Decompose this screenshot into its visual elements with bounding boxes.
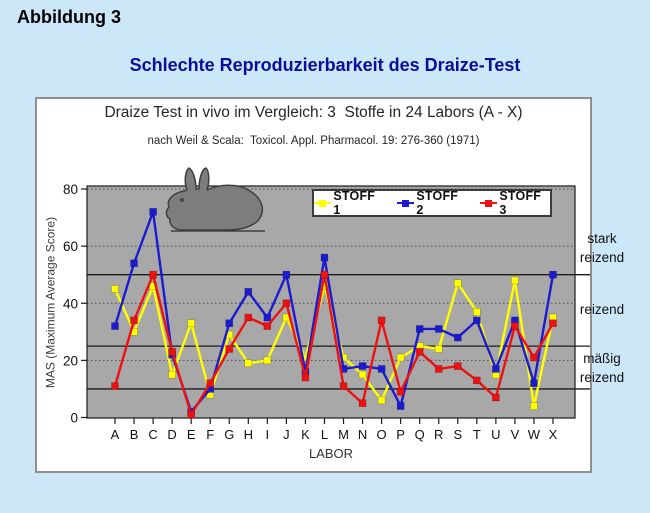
legend-item-stoff-3: STOFF 3 bbox=[480, 189, 550, 217]
stoff-1-marker-icon bbox=[314, 199, 331, 208]
annotation-line: reizend bbox=[579, 302, 625, 317]
svg-text:E: E bbox=[187, 427, 196, 442]
annotation-line: reizend bbox=[579, 250, 625, 265]
main-heading: Schlechte Reproduzierbarkeit des Draize-… bbox=[129, 55, 521, 75]
svg-text:M: M bbox=[338, 427, 349, 442]
svg-text:C: C bbox=[148, 427, 157, 442]
svg-text:B: B bbox=[130, 427, 139, 442]
svg-text:Q: Q bbox=[415, 427, 425, 442]
stoff-2-marker-icon bbox=[397, 199, 414, 208]
svg-text:R: R bbox=[434, 427, 443, 442]
draize-line-chart: A B C D E F G H I J K L M N O P Q R S T U V W X 0 20 40 60 80 bbox=[63, 182, 590, 442]
svg-text:60: 60 bbox=[63, 239, 78, 254]
svg-text:W: W bbox=[528, 427, 541, 442]
legend-item-stoff-1: STOFF 1 bbox=[314, 189, 384, 217]
svg-text:O: O bbox=[377, 427, 387, 442]
svg-text:V: V bbox=[511, 427, 520, 442]
svg-text:G: G bbox=[224, 427, 234, 442]
annotation-line: stark bbox=[587, 231, 617, 246]
rabbit-icon bbox=[165, 167, 265, 232]
legend: STOFF 1 STOFF 2 STOFF 3 bbox=[312, 189, 552, 217]
legend-item-stoff-2: STOFF 2 bbox=[397, 189, 467, 217]
legend-label: STOFF 1 bbox=[333, 189, 376, 217]
svg-text:U: U bbox=[491, 427, 500, 442]
annotation-line: mäßig bbox=[583, 351, 621, 366]
svg-text:H: H bbox=[244, 427, 253, 442]
svg-text:80: 80 bbox=[63, 182, 78, 197]
x-axis-label: LABOR bbox=[308, 446, 354, 461]
svg-text:20: 20 bbox=[63, 353, 78, 368]
annotation-line: reizend bbox=[579, 370, 625, 385]
stoff-3-marker-icon bbox=[480, 199, 497, 208]
svg-text:S: S bbox=[453, 427, 462, 442]
svg-text:D: D bbox=[167, 427, 176, 442]
svg-text:0: 0 bbox=[70, 411, 78, 426]
svg-text:P: P bbox=[396, 427, 405, 442]
svg-text:I: I bbox=[266, 427, 270, 442]
svg-text:L: L bbox=[321, 427, 328, 442]
svg-text:N: N bbox=[358, 427, 367, 442]
svg-text:A: A bbox=[111, 427, 120, 442]
legend-label: STOFF 2 bbox=[416, 189, 459, 217]
figure-label: Abbildung 3 bbox=[17, 7, 121, 27]
svg-text:J: J bbox=[283, 427, 290, 442]
svg-text:40: 40 bbox=[63, 296, 78, 311]
legend-label: STOFF 3 bbox=[499, 189, 542, 217]
svg-text:K: K bbox=[301, 427, 310, 442]
svg-text:X: X bbox=[549, 427, 558, 442]
chart-subtitle: nach Weil & Scala: Toxicol. Appl. Pharma… bbox=[147, 135, 480, 147]
chart-title: Draize Test in vivo im Vergleich: 3 Stof… bbox=[104, 104, 523, 121]
svg-text:F: F bbox=[206, 427, 214, 442]
svg-text:T: T bbox=[473, 427, 481, 442]
annotation-reizend: reizend bbox=[557, 300, 647, 319]
chart-panel: Draize Test in vivo im Vergleich: 3 Stof… bbox=[35, 97, 592, 473]
annotation-stark-reizend: stark reizend bbox=[557, 229, 647, 267]
annotation-maessig-reizend: mäßig reizend bbox=[557, 349, 647, 387]
